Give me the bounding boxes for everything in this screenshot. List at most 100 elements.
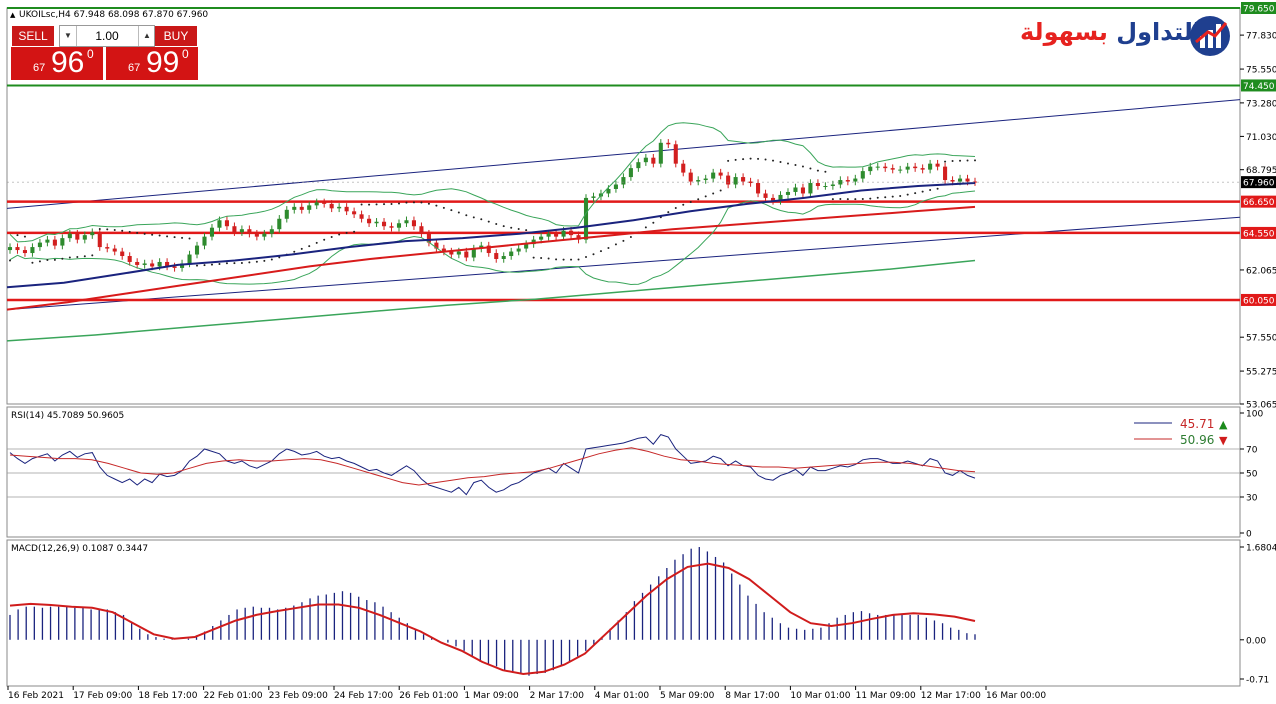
candle-body <box>165 261 170 267</box>
candle-body <box>157 261 162 267</box>
rsi-title: RSI(14) 45.7089 50.9605 <box>11 411 124 421</box>
candle-body <box>52 239 57 246</box>
sar-dot <box>719 189 722 192</box>
sar-dot <box>263 259 266 262</box>
candle-body <box>905 166 910 170</box>
candle-body <box>651 157 656 164</box>
sar-dot <box>555 258 558 261</box>
sell-button[interactable]: SELL <box>11 25 55 47</box>
sar-dot <box>121 229 124 232</box>
candle-body <box>583 197 589 240</box>
candle-body <box>135 261 140 265</box>
rsi-tick-label: 100 <box>1246 410 1263 420</box>
candle-body <box>808 183 813 194</box>
sar-dot <box>315 241 318 244</box>
candle-body <box>763 193 768 198</box>
moving-average-line-1 <box>6 182 976 289</box>
candle-body <box>344 206 349 212</box>
candle-body <box>224 220 229 227</box>
candle-body <box>935 163 940 167</box>
candle-body <box>396 223 402 228</box>
candle-body <box>628 168 633 178</box>
sar-dot <box>749 157 752 160</box>
candle-body <box>284 209 289 219</box>
candle-body <box>838 180 843 185</box>
candle-body <box>82 235 87 240</box>
candle-body <box>830 184 835 187</box>
sar-dot <box>450 209 453 212</box>
candle-body <box>860 171 865 179</box>
candle-body <box>569 230 574 236</box>
candle-body <box>643 157 648 163</box>
time-tick-label: 26 Feb 01:00 <box>399 691 458 701</box>
sar-dot <box>368 203 371 206</box>
candle-body <box>756 183 761 194</box>
quantity-value[interactable]: 1.00 <box>95 29 119 43</box>
sar-dot <box>210 263 213 266</box>
sar-dot <box>218 262 221 265</box>
macd-signal-line <box>9 562 976 676</box>
candle-body <box>554 233 559 237</box>
sar-dot <box>839 198 842 201</box>
sar-dot <box>547 257 550 260</box>
time-tick-label: 2 Mar 17:00 <box>530 691 585 701</box>
brand-logo: التداول بسهولة <box>1020 14 1238 58</box>
candle-body <box>711 172 716 179</box>
bollinger-upper-band <box>9 122 976 243</box>
sar-dot <box>854 198 857 201</box>
candle-body <box>853 178 858 182</box>
candle-body <box>232 226 237 233</box>
sar-dot <box>801 165 804 168</box>
sar-dot <box>966 159 969 162</box>
candle-body <box>688 172 693 182</box>
logo-text-part2: التداول <box>1116 18 1202 46</box>
candle-body <box>262 233 267 237</box>
sar-dot <box>412 201 415 204</box>
price-tick-label: 77.830 <box>1246 32 1276 42</box>
sar-dot <box>532 256 535 259</box>
candle-body <box>703 178 708 181</box>
candle-body <box>374 221 379 224</box>
sar-dot <box>397 202 400 205</box>
sar-dot <box>76 256 79 259</box>
buy-button[interactable]: BUY <box>154 25 198 47</box>
sar-dot <box>83 255 86 258</box>
candle-body <box>913 166 918 169</box>
sar-dot <box>338 233 341 236</box>
candle-body <box>718 172 723 176</box>
candle-body <box>449 251 454 255</box>
sar-dot <box>577 258 580 261</box>
candle-body <box>494 253 499 259</box>
candle-body <box>928 163 933 170</box>
sar-dot <box>345 231 348 234</box>
sar-dot <box>23 235 26 238</box>
buy-price-sup: 0 <box>182 47 189 61</box>
time-tick-label: 17 Feb 09:00 <box>73 691 132 701</box>
sar-dot <box>495 222 498 225</box>
candle-body <box>217 220 222 228</box>
candle-body <box>890 168 895 170</box>
macd-tick-label: 1.6804 <box>1246 544 1276 554</box>
decrease-arrow-icon[interactable]: ▼ <box>60 26 77 46</box>
sar-dot <box>891 195 894 198</box>
buy-price-box[interactable]: 67 99 0 <box>106 46 198 80</box>
sar-dot <box>323 238 326 241</box>
time-tick-label: 12 Mar 17:00 <box>921 691 981 701</box>
candle-body <box>127 256 132 262</box>
sar-dot <box>772 159 775 162</box>
sar-dot <box>510 226 513 229</box>
sar-dot <box>540 257 543 260</box>
candle-body <box>823 186 828 188</box>
channel-upper-line <box>6 99 1241 209</box>
candle-body <box>7 247 13 251</box>
level-tag-text-1: 74.450 <box>1243 82 1275 92</box>
quantity-stepper[interactable]: ▼ 1.00 ▲ <box>59 25 155 47</box>
candle-body <box>419 226 424 234</box>
increase-arrow-icon[interactable]: ▲ <box>138 26 155 46</box>
sell-price-box[interactable]: 67 96 0 <box>11 46 103 80</box>
sar-dot <box>405 201 408 204</box>
time-tick-label: 8 Mar 17:00 <box>725 691 780 701</box>
sar-dot <box>300 247 303 250</box>
